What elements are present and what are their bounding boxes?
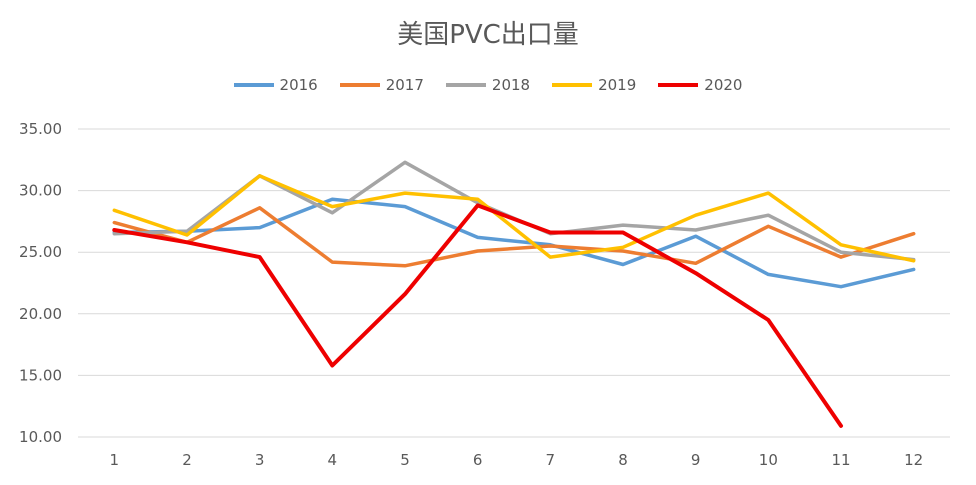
legend-item-2016: 2016 <box>233 76 318 94</box>
x-tick-label-7: 7 <box>546 451 556 469</box>
series-line-2017 <box>112 206 916 268</box>
chart-title: 美国PVC出口量 <box>397 20 579 50</box>
y-tick-label-4: 30.00 <box>19 182 62 200</box>
x-tick-label-9: 9 <box>691 451 701 469</box>
legend: 2016 2017 2018 2019 2020 <box>0 76 976 94</box>
x-tick-label-1: 1 <box>110 451 120 469</box>
legend-item-2018: 2018 <box>445 76 531 94</box>
y-tick-label-2: 20.00 <box>19 305 62 323</box>
legend-label-2019: 2019 <box>598 76 637 94</box>
x-tick-label-3: 3 <box>255 451 265 469</box>
series-line-2019 <box>112 174 916 263</box>
x-tick-label-2: 2 <box>182 451 192 469</box>
y-tick-label-3: 25.00 <box>19 243 62 261</box>
x-tick-label-10: 10 <box>759 451 778 469</box>
y-tick-label-1: 15.00 <box>19 366 62 384</box>
legend-swatch-2019 <box>552 83 593 87</box>
x-tick-label-6: 6 <box>473 451 483 469</box>
legend-swatch-2017 <box>339 83 380 87</box>
x-tick-label-11: 11 <box>831 451 850 469</box>
legend-label-2018: 2018 <box>491 76 531 94</box>
x-tick-label-12: 12 <box>904 451 923 469</box>
legend-swatch-2020 <box>658 83 699 87</box>
y-tick-label-5: 35.00 <box>19 120 62 138</box>
x-tick-label-4: 4 <box>328 451 338 469</box>
series-line-2016 <box>112 197 916 289</box>
legend-item-2019: 2019 <box>552 76 636 94</box>
x-tick-label-8: 8 <box>618 451 628 469</box>
legend-swatch-2018 <box>445 83 486 87</box>
series-line-2020 <box>112 203 843 428</box>
y-tick-label-0: 10.00 <box>19 428 62 446</box>
legend-label-2020: 2020 <box>704 76 743 94</box>
legend-item-2017: 2017 <box>339 76 424 94</box>
x-tick-label-5: 5 <box>400 451 410 469</box>
legend-label-2016: 2016 <box>279 76 318 94</box>
legend-item-2020: 2020 <box>658 76 742 94</box>
legend-label-2017: 2017 <box>385 76 424 94</box>
legend-swatch-2016 <box>233 83 274 87</box>
